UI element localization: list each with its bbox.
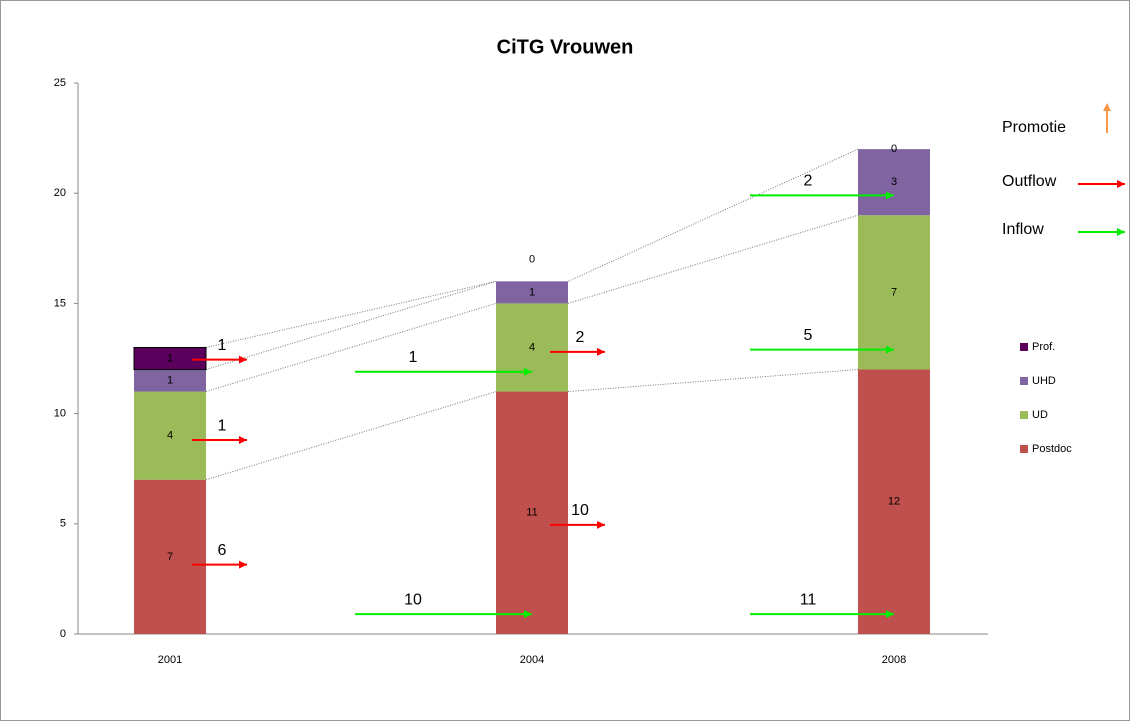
flow-legend-arrow-head — [1117, 228, 1125, 236]
legend-swatch — [1020, 343, 1028, 351]
y-tick-label: 10 — [54, 408, 66, 420]
legend-label: UD — [1032, 409, 1048, 421]
connector — [205, 280, 497, 370]
inflow-arrow-head — [524, 367, 532, 376]
connector — [205, 391, 497, 481]
x-tick-label: 2008 — [882, 654, 906, 666]
legend-swatch — [1020, 377, 1028, 385]
flow-label: 1 — [409, 349, 418, 366]
bar-segment — [858, 149, 930, 216]
bar-segment — [134, 479, 206, 634]
inflow-arrow-head — [886, 345, 894, 354]
flow-label: 1 — [218, 337, 227, 354]
outflow-arrow-head — [597, 520, 605, 529]
y-tick-label: 15 — [54, 297, 66, 309]
flow-label: 10 — [404, 591, 422, 608]
connector — [567, 214, 859, 304]
bar-segment — [134, 391, 206, 480]
value-label: 11 — [526, 507, 537, 519]
chart-title: CiTG Vrouwen — [497, 36, 634, 58]
outflow-arrow-head — [239, 436, 247, 445]
legend-swatch — [1020, 445, 1028, 453]
y-tick-label: 0 — [60, 628, 66, 640]
legend-label: Postdoc — [1032, 443, 1072, 455]
bar-segment — [496, 391, 568, 634]
flow-label: 5 — [804, 327, 813, 344]
flow-legend-label: Promotie — [1002, 119, 1066, 136]
value-label: 7 — [167, 551, 173, 563]
value-label: 4 — [529, 341, 535, 353]
bar-segment — [858, 215, 930, 370]
value-label: 1 — [167, 352, 173, 364]
value-label: 3 — [891, 176, 897, 188]
legend-label: UHD — [1032, 375, 1056, 387]
connector — [205, 302, 497, 393]
connector — [205, 280, 497, 348]
flow-label: 1 — [218, 417, 227, 434]
y-tick-label: 25 — [54, 77, 66, 89]
bar-segment — [496, 281, 568, 304]
flow-legend-arrow-head — [1117, 180, 1125, 188]
bar-segment — [133, 346, 207, 371]
inflow-arrow-head — [524, 610, 532, 619]
legend-swatch — [1020, 411, 1028, 419]
value-label: 4 — [167, 430, 173, 442]
outflow-arrow-head — [239, 560, 247, 569]
inflow-arrow-head — [886, 191, 894, 200]
y-tick-label: 5 — [60, 518, 66, 530]
value-label: 7 — [891, 286, 897, 298]
bar-segment — [496, 303, 568, 392]
connector — [567, 369, 859, 393]
flow-legend-arrow-head — [1103, 103, 1111, 111]
flow-legend-label: Inflow — [1002, 221, 1044, 238]
value-label: 0 — [529, 253, 535, 265]
value-label: 12 — [888, 496, 900, 508]
flow-label: 2 — [576, 329, 585, 346]
value-label: 1 — [167, 374, 173, 386]
bar-segment — [134, 369, 206, 392]
bar-segment — [858, 369, 930, 634]
inflow-arrow-head — [886, 610, 894, 619]
flow-label: 10 — [571, 502, 589, 519]
flow-label: 11 — [800, 591, 817, 608]
connector — [567, 148, 859, 282]
value-label: 0 — [891, 143, 897, 155]
y-tick-label: 20 — [54, 187, 66, 199]
outflow-arrow-head — [597, 347, 605, 356]
outflow-arrow-head — [239, 355, 247, 364]
x-tick-label: 2004 — [520, 654, 544, 666]
value-label: 1 — [529, 286, 535, 298]
x-tick-label: 2001 — [158, 654, 182, 666]
flow-label: 6 — [218, 542, 227, 559]
flow-label: 2 — [804, 173, 813, 190]
legend-label: Prof. — [1032, 341, 1055, 353]
flow-legend-label: Outflow — [1002, 173, 1057, 190]
